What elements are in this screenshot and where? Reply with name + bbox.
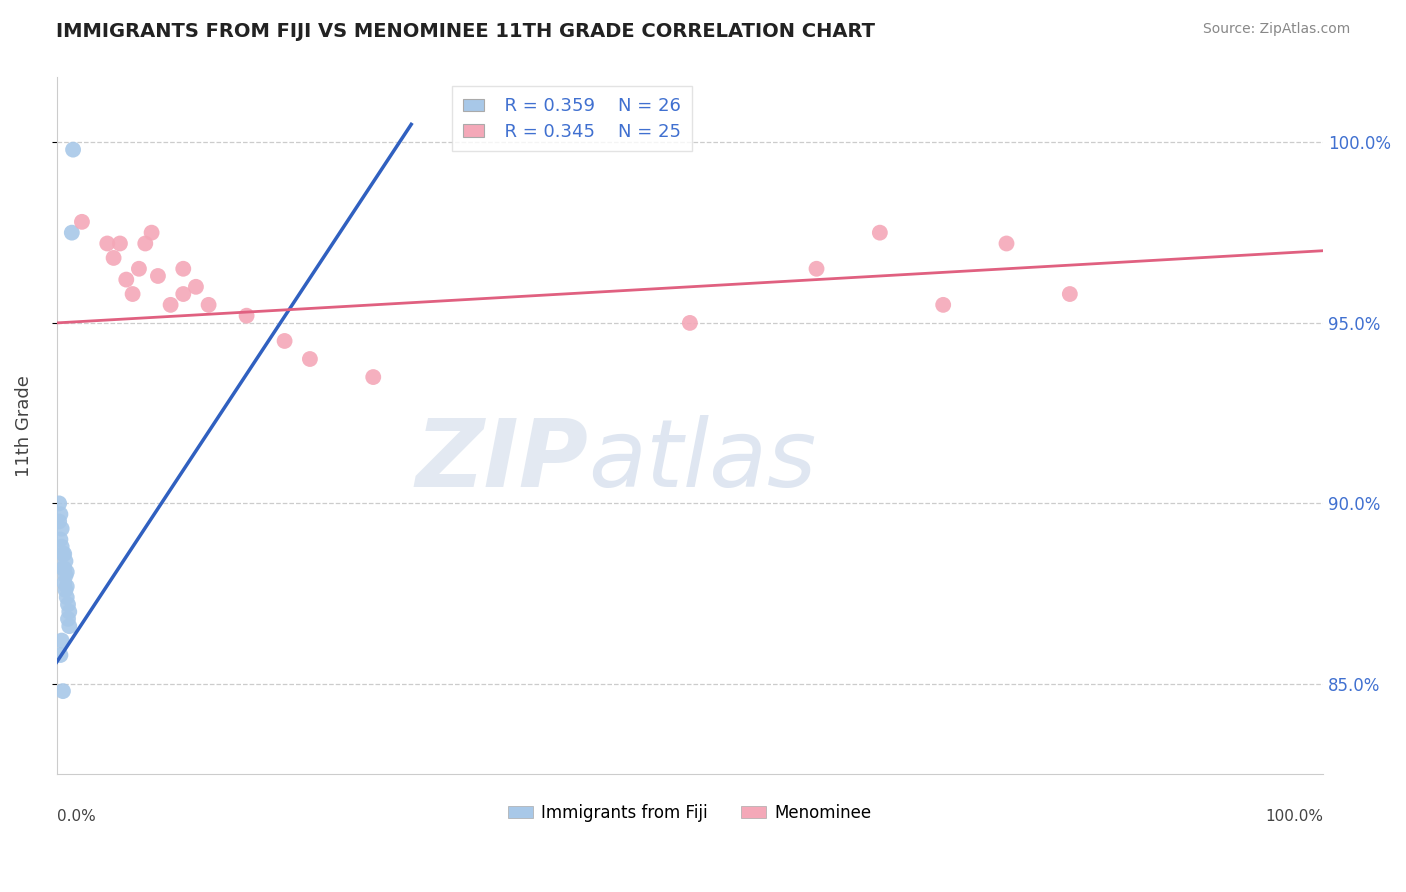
Point — [53, 561, 76, 575]
Text: Source: ZipAtlas.com: Source: ZipAtlas.com — [1202, 22, 1350, 37]
Point — [55, 565, 77, 579]
Text: IMMIGRANTS FROM FIJI VS MENOMINEE 11TH GRADE CORRELATION CHART: IMMIGRANTS FROM FIJI VS MENOMINEE 11TH G… — [56, 22, 876, 41]
Point — [932, 298, 955, 312]
Point — [70, 215, 93, 229]
Point — [159, 298, 181, 312]
Point — [103, 251, 125, 265]
Point — [298, 351, 321, 366]
Point — [52, 547, 75, 561]
Point — [58, 619, 80, 633]
Point — [197, 298, 219, 312]
Point — [121, 287, 143, 301]
Point — [361, 370, 384, 384]
Point — [49, 533, 72, 547]
Point — [184, 280, 207, 294]
Point — [679, 316, 702, 330]
Point — [55, 554, 77, 568]
Point — [55, 568, 77, 582]
Point — [60, 226, 83, 240]
Y-axis label: 11th Grade: 11th Grade — [15, 375, 32, 476]
Point — [62, 143, 84, 157]
Point — [273, 334, 295, 348]
Point — [49, 648, 72, 662]
Point — [52, 561, 75, 575]
Point — [48, 496, 70, 510]
Point — [128, 261, 150, 276]
Point — [55, 582, 77, 597]
Text: 0.0%: 0.0% — [56, 809, 96, 824]
Point — [51, 522, 73, 536]
Point — [48, 515, 70, 529]
Text: atlas: atlas — [589, 415, 817, 506]
Point — [49, 507, 72, 521]
Point — [53, 547, 76, 561]
Point — [108, 236, 131, 251]
Point — [172, 287, 194, 301]
Legend:   R = 0.359    N = 26,   R = 0.345    N = 25: R = 0.359 N = 26, R = 0.345 N = 25 — [451, 87, 692, 152]
Point — [53, 575, 76, 590]
Point — [134, 236, 156, 251]
Point — [869, 226, 891, 240]
Point — [55, 579, 77, 593]
Point — [55, 591, 77, 605]
Point — [56, 612, 79, 626]
Text: ZIP: ZIP — [416, 415, 589, 507]
Point — [235, 309, 257, 323]
Point — [995, 236, 1018, 251]
Point — [115, 272, 138, 286]
Point — [51, 540, 73, 554]
Point — [96, 236, 118, 251]
Point — [806, 261, 828, 276]
Point — [146, 268, 169, 283]
Point — [52, 684, 75, 698]
Text: 100.0%: 100.0% — [1265, 809, 1323, 824]
Point — [172, 261, 194, 276]
Point — [51, 633, 73, 648]
Point — [58, 605, 80, 619]
Point — [56, 598, 79, 612]
Point — [141, 226, 163, 240]
Point — [1059, 287, 1081, 301]
